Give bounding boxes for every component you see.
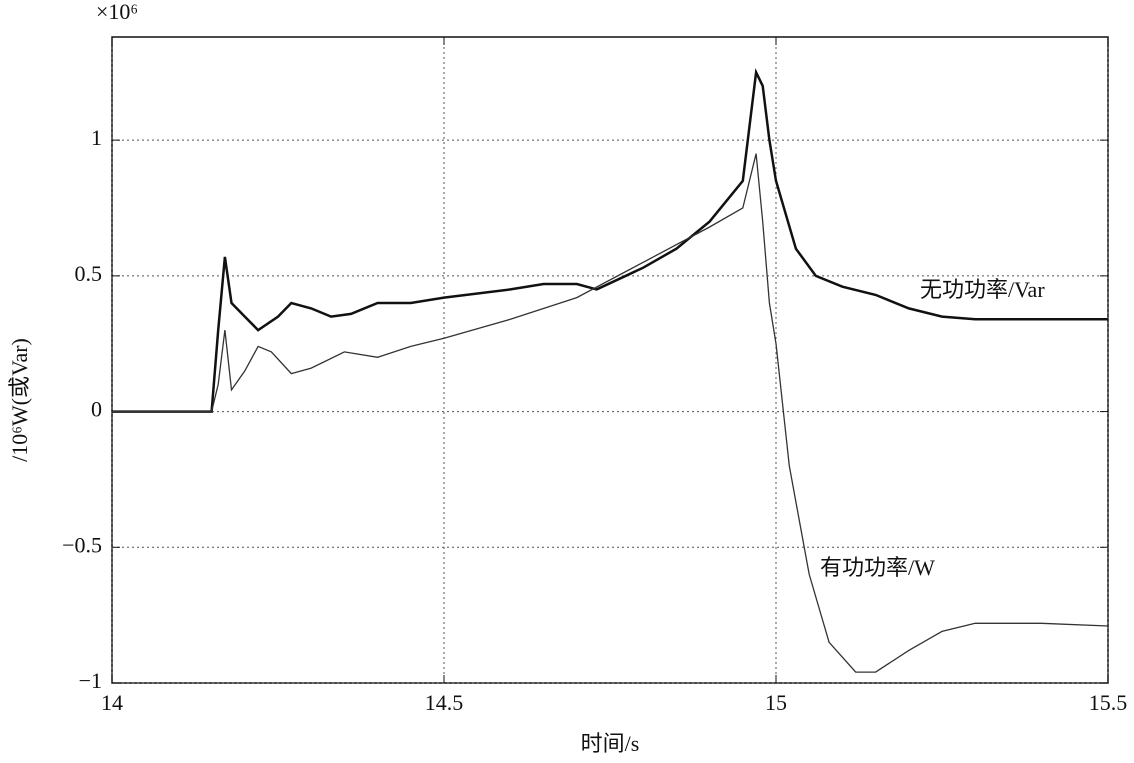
x-tick-label: 15.5 (1089, 690, 1128, 715)
annotation: 无功功率/Var (920, 277, 1045, 302)
y-axis-label: /10⁶W(或Var) (7, 338, 32, 462)
y-tick-label: −0.5 (62, 532, 102, 557)
y-multiplier: ×10⁶ (96, 0, 138, 24)
x-tick-label: 14 (101, 690, 123, 715)
x-axis-label: 时间/s (581, 731, 640, 756)
x-tick-label: 14.5 (425, 690, 464, 715)
x-tick-label: 15 (765, 690, 787, 715)
annotation: 有功功率/W (820, 555, 935, 580)
series-line (112, 67, 1108, 413)
series-line (112, 153, 1109, 673)
y-tick-label: 0.5 (75, 261, 103, 286)
plot-frame (111, 36, 1109, 684)
y-tick-label: 0 (91, 397, 102, 422)
y-tick-label: −1 (79, 668, 102, 693)
y-tick-label: 1 (91, 125, 102, 150)
